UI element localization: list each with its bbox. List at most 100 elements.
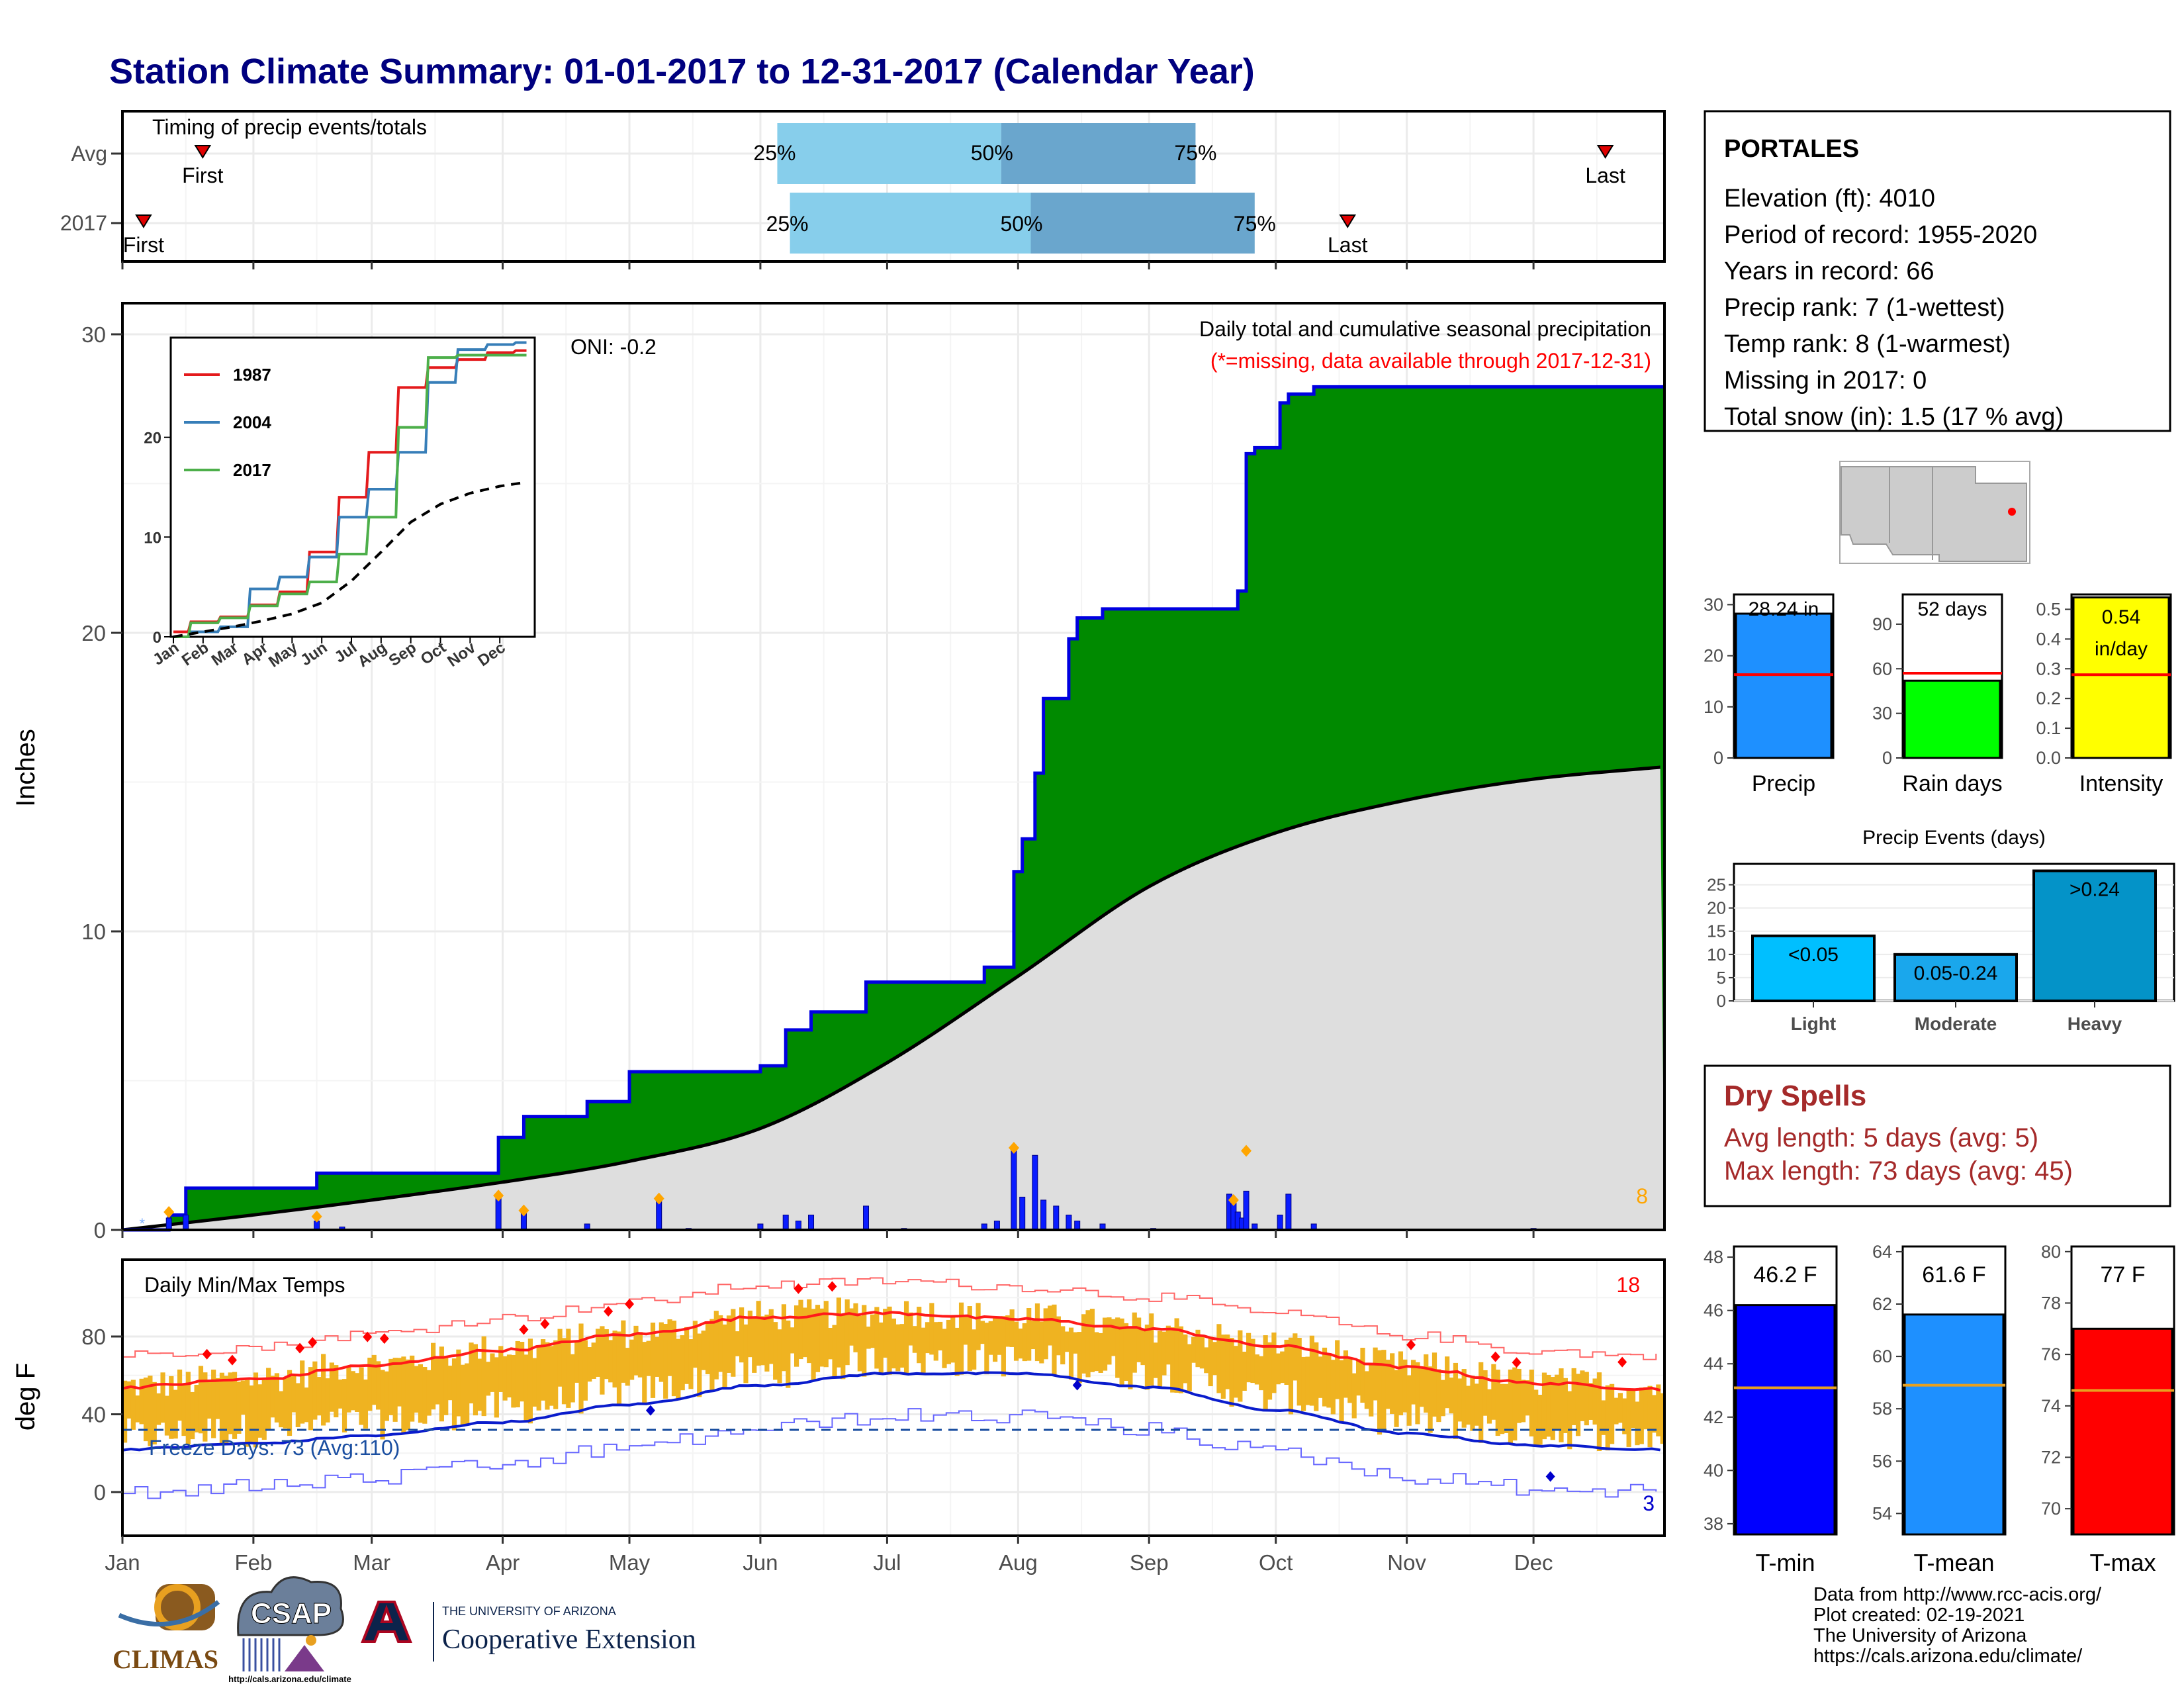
daily-temp-bar	[148, 1376, 153, 1446]
mini-bar-ytick-label: 0.2	[2036, 688, 2061, 708]
daily-temp-bar	[587, 1347, 592, 1382]
daily-temp-bar	[485, 1362, 491, 1396]
daily-temp-bar	[866, 1327, 871, 1349]
daily-temp-bar	[1305, 1356, 1310, 1405]
month-label: Jun	[743, 1550, 778, 1575]
events-ytick-label: 5	[1717, 968, 1726, 988]
daily-temp-bar	[1280, 1351, 1285, 1383]
daily-temp-bar	[993, 1317, 998, 1362]
inset-ytick-label: 0	[153, 629, 161, 647]
event-category-label: Light	[1791, 1013, 1836, 1034]
daily-temp-bar	[1140, 1328, 1146, 1366]
record-high-marker	[363, 1331, 373, 1342]
daily-temp-bar	[481, 1336, 486, 1417]
daily-temp-bar	[156, 1393, 161, 1425]
record-high-marker	[827, 1281, 837, 1292]
daily-temp-bar	[540, 1339, 546, 1401]
timing-row-label: Avg	[71, 142, 107, 165]
daily-temp-bar	[177, 1369, 183, 1421]
daily-temp-bar	[1610, 1383, 1615, 1444]
timing-row-label: 2017	[60, 211, 107, 235]
credit-line: Plot created: 02-19-2021	[1813, 1605, 2025, 1626]
state-map	[1839, 461, 2030, 564]
record-high-marker	[227, 1354, 237, 1366]
daily-temp-bar	[718, 1315, 723, 1372]
daily-temp-bar	[828, 1328, 833, 1360]
mini-bar-label: Precip	[1752, 771, 1815, 796]
daily-precip-bar	[863, 1205, 870, 1231]
daily-temp-bar	[1026, 1307, 1032, 1361]
daily-temp-bar	[676, 1338, 681, 1401]
daily-precip-bar	[1074, 1220, 1081, 1231]
daily-temp-bar	[396, 1358, 402, 1407]
daily-temp-bar	[1098, 1333, 1103, 1373]
daily-temp-bar	[245, 1380, 250, 1447]
temp-bar-ytick-label: 38	[1704, 1514, 1723, 1534]
inset-series-2004	[173, 341, 527, 638]
daily-temp-bar	[1592, 1378, 1598, 1425]
daily-temp-bar	[532, 1358, 537, 1407]
daily-precip-bar	[1285, 1194, 1292, 1231]
daily-temp-bar	[1208, 1336, 1213, 1387]
daily-temp-bar	[933, 1322, 938, 1361]
timing-last-label: Last	[1328, 233, 1368, 257]
daily-precip-bar	[165, 1217, 172, 1231]
daily-temp-bar	[1525, 1380, 1530, 1416]
record-high-marker	[308, 1336, 318, 1348]
daily-temp-bar	[494, 1357, 499, 1418]
daily-temp-bar	[976, 1303, 981, 1350]
daily-temp-bar	[646, 1340, 651, 1376]
station-box-border	[1704, 110, 2171, 432]
precip-record-marker	[1008, 1141, 1019, 1154]
daily-temp-bar	[637, 1332, 643, 1378]
daily-temp-bar	[160, 1372, 165, 1423]
daily-temp-bar	[1516, 1368, 1522, 1423]
daily-temp-bar	[1626, 1389, 1631, 1447]
daily-temp-bar	[291, 1375, 296, 1413]
timing-marker	[1596, 145, 1614, 159]
mini-bar-Intensity	[2072, 596, 2170, 759]
daily-temp-bar	[790, 1327, 795, 1354]
daily-temp-bar	[1639, 1387, 1644, 1444]
daily-temp-bar	[1432, 1352, 1437, 1417]
daily-temp-bar	[401, 1356, 406, 1434]
credit-line: The University of Arizona	[1813, 1625, 2027, 1646]
daily-temp-bar	[1199, 1335, 1205, 1369]
credit-line: Data from http://www.rcc-acis.org/	[1813, 1584, 2102, 1605]
mini-bar-Rain days	[1903, 679, 2001, 759]
daily-temp-bar	[1048, 1305, 1053, 1346]
daily-temp-bar	[506, 1354, 512, 1398]
record-low-line	[122, 1408, 1657, 1499]
daily-temp-bar	[841, 1314, 846, 1380]
daily-temp-bar	[853, 1303, 858, 1352]
daily-temp-bar	[1541, 1372, 1547, 1440]
daily-temp-bar	[1449, 1378, 1454, 1414]
daily-temp-bar	[1309, 1335, 1314, 1406]
daily-precip-bar	[1277, 1214, 1283, 1231]
daily-temp-bar	[1377, 1350, 1383, 1435]
daily-precip-bar	[1032, 1154, 1038, 1231]
daily-temp-bar	[1018, 1328, 1023, 1359]
inset-ytick-label: 20	[144, 430, 161, 447]
daily-temp-bar	[341, 1379, 347, 1432]
daily-temp-bar	[418, 1364, 424, 1423]
daily-temp-bar	[203, 1372, 208, 1442]
inset-bg	[169, 336, 536, 638]
daily-temp-bar	[367, 1357, 373, 1411]
daily-temp-bar	[410, 1355, 415, 1422]
daily-temp-bar	[972, 1329, 977, 1370]
temp-ytick-label: 0	[94, 1480, 106, 1505]
daily-temp-bar	[899, 1324, 905, 1368]
daily-temp-bar	[371, 1354, 377, 1405]
daily-temp-bar	[1555, 1374, 1560, 1429]
temp-ytick-label: 40	[81, 1403, 106, 1427]
daily-temp-bar	[1614, 1397, 1619, 1425]
dry-spells-max: Max length: 73 days (avg: 45)	[1724, 1156, 2073, 1186]
daily-temp-bar	[1330, 1360, 1336, 1415]
daily-temp-bar	[1157, 1331, 1163, 1388]
daily-temp-bar	[1428, 1366, 1433, 1433]
daily-temp-bar	[1410, 1360, 1416, 1405]
record-low-marker	[1072, 1380, 1082, 1391]
daily-temp-bar	[502, 1356, 508, 1401]
daily-temp-bar	[963, 1314, 968, 1345]
